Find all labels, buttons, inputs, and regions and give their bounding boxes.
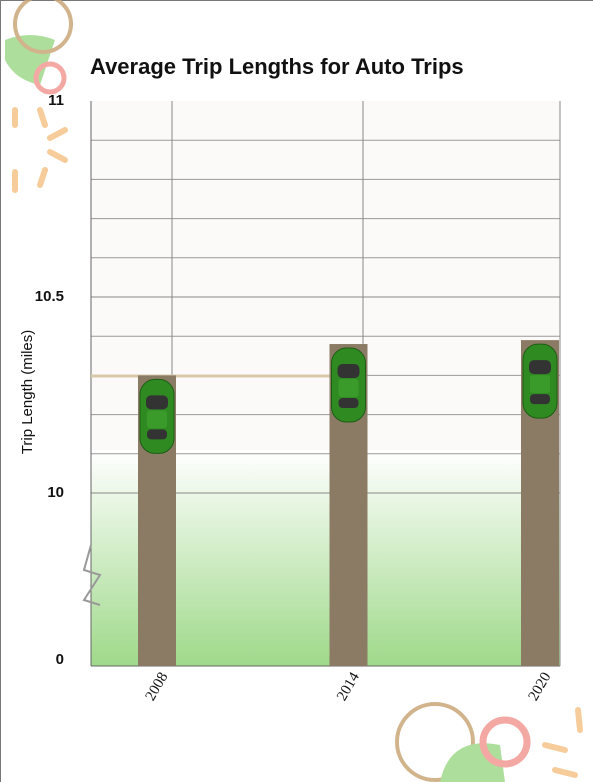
chart-title: Average Trip Lengths for Auto Trips	[90, 54, 464, 79]
car-window	[338, 398, 359, 409]
car-window	[529, 360, 551, 375]
car-roof	[338, 379, 359, 398]
x-tick-label: 2020	[526, 670, 555, 704]
car-icon	[331, 347, 366, 423]
car-window	[146, 395, 168, 410]
axis-break	[82, 544, 102, 606]
y-tick-label: 0	[56, 651, 64, 668]
car-roof	[147, 410, 167, 429]
y-tick-label: 10.5	[35, 288, 64, 305]
car-window	[530, 394, 550, 405]
car-window	[337, 364, 360, 379]
y-tick-label: 10	[47, 484, 64, 501]
decoration	[5, 0, 583, 782]
x-tick-label: 2014	[334, 669, 363, 703]
car-icon	[139, 378, 175, 454]
car-icon	[522, 343, 558, 419]
y-tick-label: 11	[48, 92, 64, 109]
car-roof	[530, 375, 550, 394]
car-window	[147, 429, 167, 440]
y-axis-title: Trip Length (miles)	[19, 330, 36, 454]
x-tick-label: 2008	[143, 670, 172, 704]
